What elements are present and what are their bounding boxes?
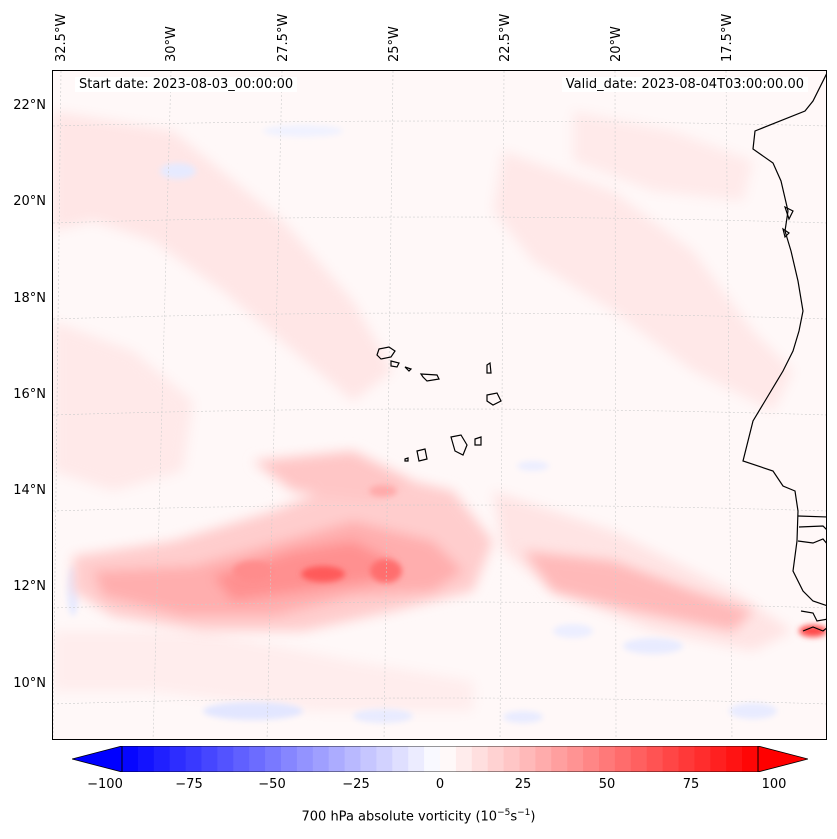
colorbar-cell — [567, 746, 584, 772]
colorbar-cell — [217, 746, 234, 772]
colorbar-cells — [122, 746, 759, 772]
colorbar-label-exp2: −1 — [517, 808, 531, 818]
colorbar-cell — [201, 746, 218, 772]
colorbar-cell — [471, 746, 489, 772]
colorbar-tick-75: 75 — [682, 777, 700, 792]
colorbar-cell — [742, 746, 759, 772]
colorbar-tick-25: 25 — [514, 777, 532, 792]
colorbar-tick-minus-25: −25 — [342, 777, 370, 792]
cape-verde-islands — [376, 346, 502, 462]
colorbar-cell — [614, 746, 632, 772]
colorbar-cell — [726, 746, 743, 772]
colorbar-label-exp1: −5 — [497, 808, 511, 818]
colorbar — [72, 746, 808, 772]
colorbar-cell — [455, 746, 473, 772]
colorbar-cell — [646, 746, 664, 772]
colorbar-cell — [710, 746, 727, 772]
lon-label-27-5w: 27.5°W — [276, 13, 291, 62]
colorbar-cell — [599, 746, 616, 772]
colorbar-cell — [122, 746, 139, 772]
colorbar-tick-0: 0 — [435, 777, 445, 792]
colorbar-label-unit: s — [510, 809, 518, 825]
vorticity-map — [53, 71, 826, 739]
colorbar-cell — [487, 746, 505, 772]
lon-label-22-5w: 22.5°W — [498, 13, 513, 62]
colorbar-cell — [328, 746, 346, 772]
colorbar-cell — [312, 746, 330, 772]
colorbar-cell — [519, 746, 536, 772]
lat-label-12n: 12°N — [13, 579, 46, 594]
colorbar-min-extend — [72, 746, 123, 772]
start-date-label: Start date: 2023-08-03_00:00:00 — [75, 77, 298, 92]
colorbar-label-main: 700 hPa absolute vorticity (10 — [301, 809, 498, 825]
lat-label-14n: 14°N — [13, 483, 46, 498]
colorbar-cell — [137, 746, 155, 772]
lon-label-25w: 25°W — [387, 26, 402, 62]
vorticity-band-12n — [73, 451, 753, 631]
colorbar-cell — [424, 746, 441, 772]
weak-positive-field — [53, 111, 793, 711]
lat-label-16n: 16°N — [13, 387, 46, 402]
colorbar-cell — [360, 746, 377, 772]
colorbar-cell — [503, 746, 520, 772]
colorbar-tick-100: 100 — [761, 777, 787, 792]
africa-coastline — [742, 73, 826, 632]
colorbar-cell — [694, 746, 711, 772]
colorbar-cell — [440, 746, 457, 772]
lat-label-22n: 22°N — [13, 98, 46, 113]
lat-label-18n: 18°N — [13, 291, 46, 306]
weak-negative-field — [67, 125, 777, 723]
colorbar-cell — [392, 746, 409, 772]
colorbar-cell — [265, 746, 282, 772]
colorbar-cell — [281, 746, 298, 772]
colorbar-cell — [169, 746, 187, 772]
colorbar-cell — [583, 746, 600, 772]
lon-label-17-5w: 17.5°W — [720, 13, 735, 62]
colorbar-cell — [630, 746, 648, 772]
colorbar-tick-minus-100: −100 — [87, 777, 123, 792]
colorbar-cell — [185, 746, 202, 772]
valid-date-label: Valid_date: 2023-08-04T03:00:00.00 — [561, 77, 808, 92]
lon-label-30w: 30°W — [164, 26, 179, 62]
colorbar-cell — [344, 746, 361, 772]
colorbar-cell — [662, 746, 679, 772]
colorbar-max-extend — [757, 746, 808, 772]
lat-label-20n: 20°N — [13, 194, 46, 209]
graticule — [53, 71, 826, 739]
vorticity-maxima — [233, 485, 826, 637]
colorbar-cell — [376, 746, 393, 772]
map-frame[interactable]: Start date: 2023-08-03_00:00:00 Valid_da… — [52, 70, 827, 740]
colorbar-cell — [249, 746, 266, 772]
lon-label-32-5w: 32.5°W — [54, 13, 69, 62]
colorbar-tick-minus-75: −75 — [175, 777, 203, 792]
colorbar-tick-minus-50: −50 — [258, 777, 286, 792]
lon-label-20w: 20°W — [609, 26, 624, 62]
colorbar-cell — [233, 746, 250, 772]
colorbar-label: 700 hPa absolute vorticity (10−5s−1) — [0, 808, 837, 824]
colorbar-cell — [678, 746, 695, 772]
colorbar-cell — [153, 746, 171, 772]
colorbar-cell — [535, 746, 552, 772]
colorbar-cell — [296, 746, 314, 772]
colorbar-tick-50: 50 — [598, 777, 616, 792]
colorbar-outline — [121, 746, 759, 772]
lat-label-10n: 10°N — [13, 676, 46, 691]
colorbar-cell — [551, 746, 568, 772]
colorbar-label-end: ) — [530, 809, 536, 825]
colorbar-cell — [408, 746, 425, 772]
